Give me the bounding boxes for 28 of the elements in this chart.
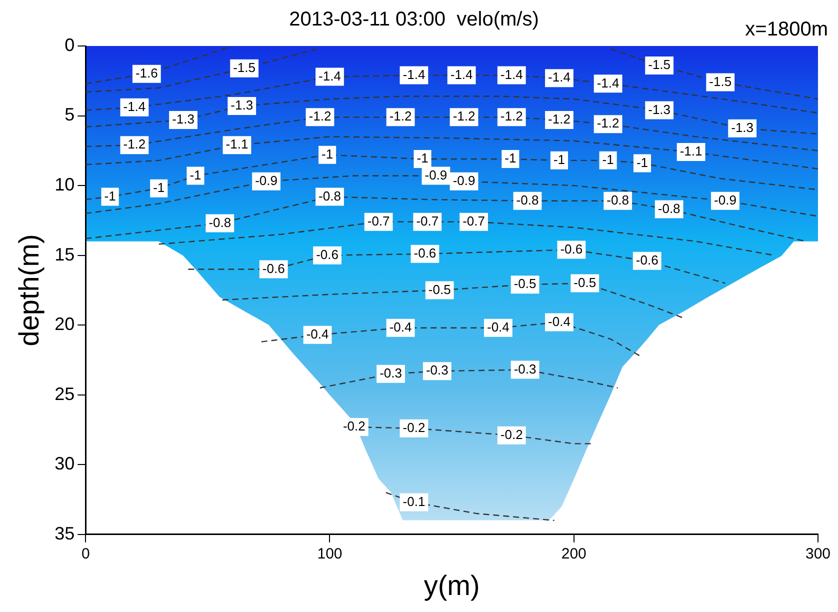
- annotation: -1: [190, 167, 202, 182]
- y-tick-label: 20: [54, 314, 75, 334]
- line-series: [385, 492, 555, 522]
- annotation: -1: [322, 146, 334, 162]
- y-tick-label: 5: [64, 104, 75, 125]
- y-axis-title: depth(m): [14, 234, 45, 346]
- y-tick-label: 0: [64, 34, 75, 55]
- line-series: [86, 46, 233, 84]
- y-tick-label: 15: [54, 244, 75, 264]
- annotation: -1: [504, 150, 516, 166]
- annotation: -1: [602, 152, 614, 168]
- annotation: -1: [416, 150, 428, 166]
- text: x=1800m: [745, 18, 828, 41]
- annotation: -1: [153, 180, 165, 195]
- y-tick-label: 30: [54, 454, 75, 474]
- annotation: -1: [104, 188, 116, 204]
- x-tick-label: 0: [81, 546, 90, 563]
- y-tick-label: 35: [54, 523, 75, 544]
- annotation: -1: [636, 154, 648, 170]
- x-axis-title: y(m): [424, 570, 480, 601]
- y-tick-label: 10: [54, 174, 75, 195]
- y-tick-label: 25: [54, 384, 75, 404]
- annotation: -1: [553, 152, 566, 168]
- x-tick-label: 200: [561, 546, 586, 563]
- line-series: [86, 136, 818, 170]
- x-tick-label: 100: [317, 546, 342, 563]
- chart-title: 2013-03-11 03:00 velo(m/s): [289, 8, 539, 31]
- x-tick-label: 300: [805, 546, 831, 563]
